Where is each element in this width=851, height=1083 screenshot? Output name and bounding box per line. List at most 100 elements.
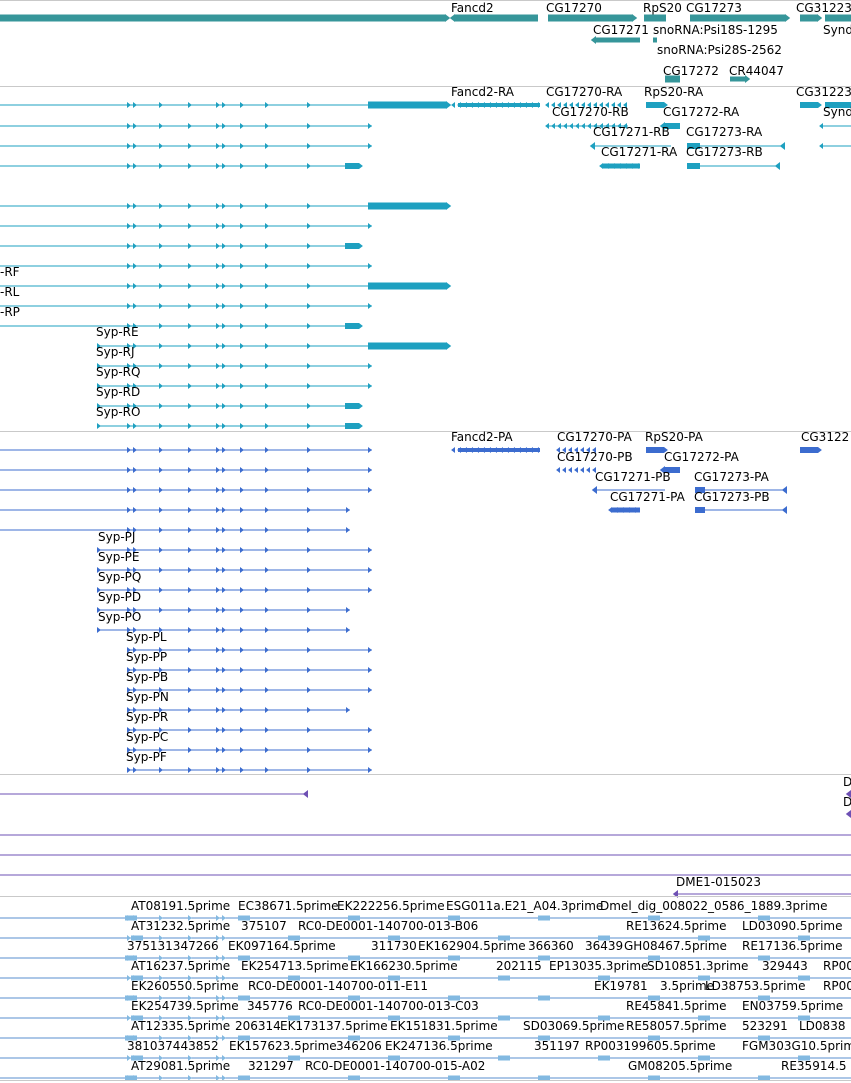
strand-arrow-right[interactable] — [222, 975, 226, 981]
feature-label[interactable]: EK247136.5prime — [385, 1039, 493, 1053]
exon-block[interactable] — [695, 487, 705, 493]
strand-arrow-left[interactable] — [586, 447, 590, 453]
strand-arrow-right[interactable] — [216, 323, 220, 329]
strand-arrow-right[interactable] — [159, 707, 163, 713]
strand-arrow-right[interactable] — [368, 447, 372, 453]
feature-label[interactable]: Syp-PF — [126, 750, 167, 764]
exon-block[interactable] — [687, 163, 700, 169]
strand-arrow-right[interactable] — [265, 747, 269, 753]
strand-arrow-right[interactable] — [265, 647, 269, 653]
feature-label[interactable]: ESG011a.E21_A04.3prime — [446, 899, 604, 913]
feature-label[interactable]: CG17271-RB — [593, 125, 670, 139]
feature-label[interactable]: EK173137.5prime — [280, 1019, 388, 1033]
strand-arrow-right[interactable] — [127, 627, 131, 633]
feature-label[interactable]: CG17270-RB — [552, 105, 629, 119]
strand-arrow-right[interactable] — [216, 263, 220, 269]
strand-arrow-right[interactable] — [222, 647, 226, 653]
strand-arrow-right[interactable] — [222, 955, 226, 961]
strand-arrow-right[interactable] — [222, 143, 226, 149]
strand-arrow-right[interactable] — [133, 547, 137, 553]
strand-arrow-right[interactable] — [240, 527, 244, 533]
strand-arrow-right[interactable] — [265, 547, 269, 553]
strand-arrow-right[interactable] — [133, 915, 137, 921]
strand-arrow-right[interactable] — [265, 447, 269, 453]
strand-arrow-right[interactable] — [368, 487, 372, 493]
strand-arrow-right[interactable] — [222, 363, 226, 369]
strand-arrow-right[interactable] — [359, 163, 363, 169]
strand-arrow-right[interactable] — [159, 1035, 163, 1041]
strand-arrow-right[interactable] — [127, 955, 131, 961]
feature-label[interactable]: Syp-PP — [126, 650, 168, 664]
strand-arrow-right[interactable] — [216, 567, 220, 573]
strand-arrow-right[interactable] — [307, 163, 311, 169]
strand-arrow-right[interactable] — [188, 687, 192, 693]
strand-arrow-right[interactable] — [216, 955, 220, 961]
feature-label[interactable]: EK254713.5prime — [241, 959, 349, 973]
strand-arrow-left[interactable] — [623, 102, 627, 108]
strand-arrow-right[interactable] — [159, 303, 163, 309]
feature-label[interactable]: Synd — [823, 23, 851, 37]
exon-block[interactable] — [238, 1075, 250, 1081]
strand-arrow-right[interactable] — [133, 143, 137, 149]
strand-arrow-right[interactable] — [127, 707, 131, 713]
strand-arrow-right[interactable] — [159, 727, 163, 733]
strand-arrow-right[interactable] — [159, 915, 163, 921]
strand-arrow-right[interactable] — [632, 14, 638, 22]
strand-arrow-right[interactable] — [133, 567, 137, 573]
strand-arrow-right[interactable] — [97, 403, 101, 409]
exon-block[interactable] — [448, 1075, 460, 1081]
strand-arrow-right[interactable] — [240, 263, 244, 269]
strand-arrow-right[interactable] — [446, 202, 452, 210]
strand-arrow-right[interactable] — [216, 403, 220, 409]
feature-label[interactable]: CG17271-PA — [610, 490, 685, 504]
strand-arrow-right[interactable] — [216, 547, 220, 553]
strand-arrow-right[interactable] — [133, 707, 137, 713]
strand-arrow-left[interactable] — [781, 506, 787, 514]
feature-label[interactable]: 375107 — [241, 919, 287, 933]
exon-block[interactable] — [498, 1015, 510, 1021]
exon-block[interactable] — [348, 995, 360, 1001]
exon-block[interactable] — [598, 935, 610, 941]
strand-arrow-right[interactable] — [216, 1075, 220, 1081]
strand-arrow-right[interactable] — [159, 935, 163, 941]
strand-arrow-right[interactable] — [368, 567, 372, 573]
feature-label[interactable]: Syp-PD — [98, 590, 142, 604]
strand-arrow-right[interactable] — [222, 627, 226, 633]
strand-arrow-left[interactable] — [551, 102, 555, 108]
exon-block[interactable] — [458, 103, 540, 107]
strand-arrow-right[interactable] — [159, 667, 163, 673]
exon-block[interactable] — [348, 915, 360, 921]
exon-block[interactable] — [646, 102, 664, 108]
strand-arrow-right[interactable] — [265, 403, 269, 409]
exon-block[interactable] — [800, 447, 818, 453]
strand-arrow-right[interactable] — [307, 123, 311, 129]
strand-arrow-right[interactable] — [133, 487, 137, 493]
exon-block[interactable] — [498, 935, 510, 941]
strand-arrow-right[interactable] — [159, 995, 163, 1001]
strand-arrow-right[interactable] — [159, 363, 163, 369]
exon-block[interactable] — [665, 123, 680, 129]
strand-arrow-left[interactable] — [781, 486, 787, 494]
strand-arrow-right[interactable] — [265, 627, 269, 633]
strand-arrow-right[interactable] — [240, 163, 244, 169]
strand-arrow-right[interactable] — [307, 102, 311, 108]
feature-label[interactable]: Syp-PN — [126, 690, 169, 704]
feature-label[interactable]: CG17271-RA — [601, 145, 678, 159]
strand-arrow-right[interactable] — [265, 607, 269, 613]
strand-arrow-right[interactable] — [240, 143, 244, 149]
strand-arrow-right[interactable] — [188, 487, 192, 493]
feature-label[interactable]: Syp-RD — [96, 385, 141, 399]
strand-arrow-right[interactable] — [97, 567, 101, 573]
strand-arrow-left[interactable] — [451, 102, 455, 108]
exon-block[interactable] — [345, 163, 359, 169]
strand-arrow-right[interactable] — [346, 607, 350, 613]
feature-label[interactable]: Syp-RQ — [96, 365, 141, 379]
strand-arrow-left[interactable] — [593, 102, 597, 108]
feature-label[interactable]: 329443 — [762, 959, 808, 973]
exon-block[interactable] — [648, 1075, 660, 1081]
strand-arrow-left[interactable] — [574, 467, 578, 473]
strand-arrow-right[interactable] — [127, 243, 131, 249]
strand-arrow-right[interactable] — [159, 102, 163, 108]
exon-block[interactable] — [131, 935, 143, 941]
strand-arrow-right[interactable] — [346, 507, 350, 513]
